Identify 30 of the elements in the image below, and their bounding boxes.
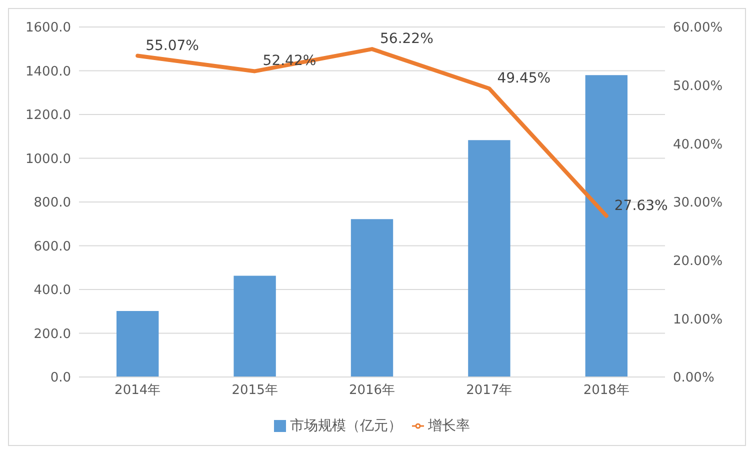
y2-tick-label: 20.00% <box>673 254 723 269</box>
bar <box>234 276 276 377</box>
data-label: 49.45% <box>497 70 551 87</box>
y-tick-label: 1000.0 <box>26 152 71 167</box>
data-label: 56.22% <box>380 31 434 48</box>
y2-tick-label: 30.00% <box>673 196 723 211</box>
y-tick-label: 1600.0 <box>26 20 71 36</box>
y-tick-label: 800.0 <box>34 196 71 211</box>
x-tick-label: 2018年 <box>583 383 630 398</box>
legend-label: 增长率 <box>428 418 470 434</box>
y-tick-label: 1200.0 <box>26 108 71 124</box>
y-tick-label: 400.0 <box>34 283 71 298</box>
y2-tick-label: 0.00% <box>673 370 714 386</box>
x-tick-label: 2017年 <box>466 383 512 398</box>
bar <box>116 310 159 377</box>
y2-tick-label: 50.00% <box>673 78 723 94</box>
bar <box>468 140 510 377</box>
y-tick-label: 1400.0 <box>26 64 71 80</box>
x-tick-label: 2016年 <box>348 383 396 398</box>
y2-tick-label: 60.00% <box>673 20 723 36</box>
x-tick-label: 2014年 <box>114 383 161 398</box>
data-label: 55.07% <box>146 38 199 54</box>
y-tick-label: 0.0 <box>50 370 71 386</box>
y-tick-label: 200.0 <box>34 326 71 342</box>
legend-label: 市场规模（亿元） <box>290 418 402 434</box>
y-tick-label: 600.0 <box>34 239 71 254</box>
y2-tick-label: 40.00% <box>673 137 723 152</box>
x-tick-label: 2015年 <box>232 383 278 398</box>
bar <box>350 219 394 377</box>
y2-tick-label: 10.00% <box>673 312 723 328</box>
